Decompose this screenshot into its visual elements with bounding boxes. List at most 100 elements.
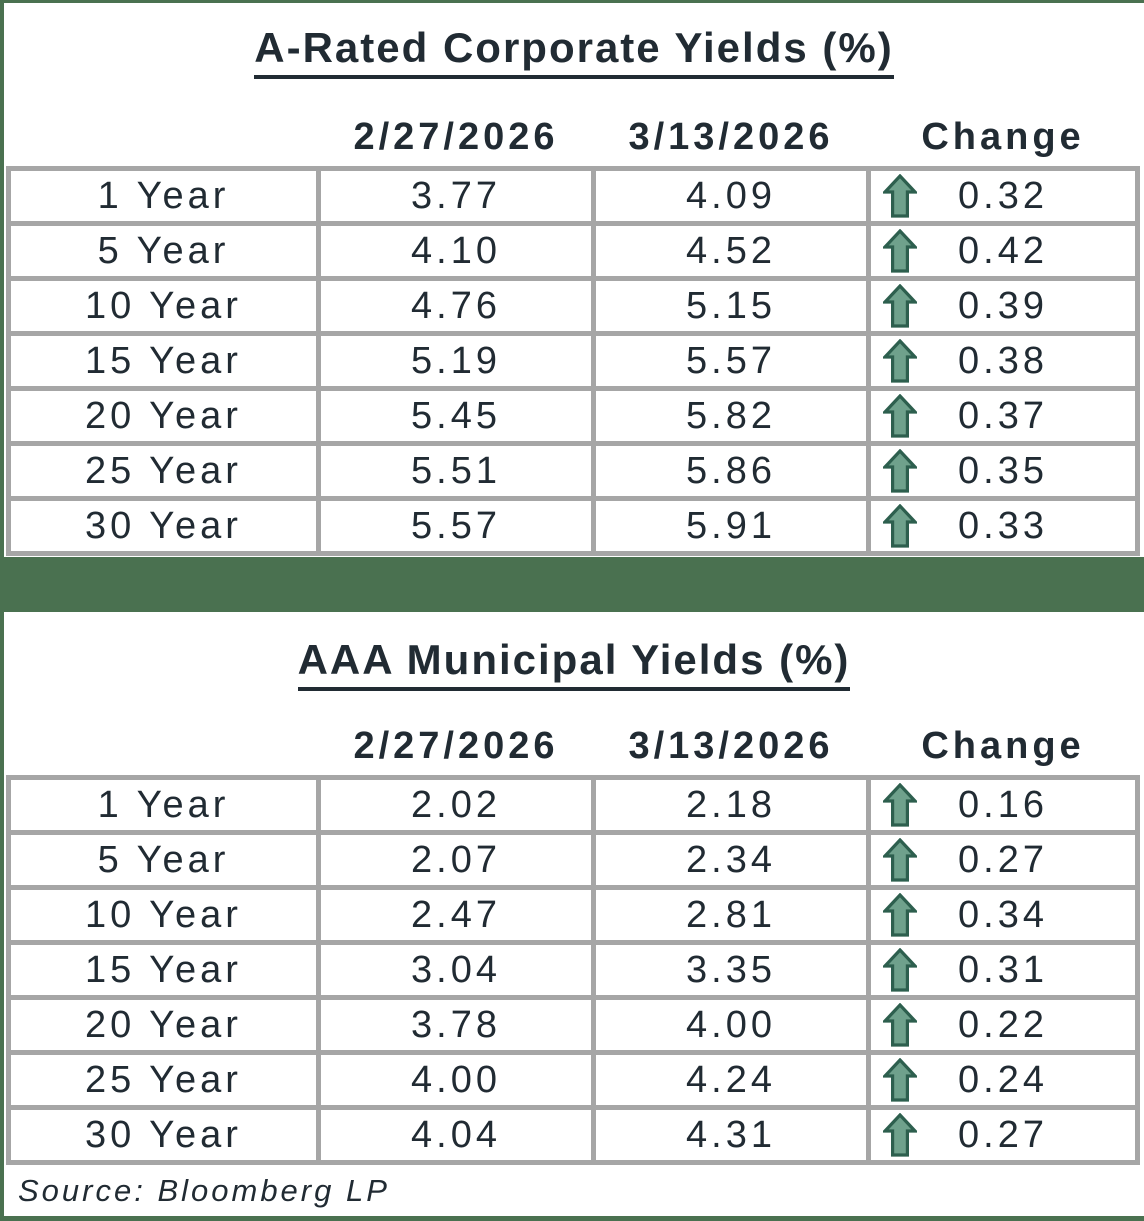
change-value: 0.33 xyxy=(958,504,1048,547)
municipal-yields-table: 1 Year 2.02 2.18 0.16 5 Year 2.07 2.34 0… xyxy=(6,775,1140,1165)
column-header-prev-date: 2/27/2026 xyxy=(353,724,559,767)
corporate-yields-title-text: A-Rated Corporate Yields (%) xyxy=(254,24,894,79)
change-value: 0.42 xyxy=(958,229,1048,272)
prev-yield-cell: 2.07 xyxy=(321,835,591,885)
column-header-change: Change xyxy=(921,115,1085,158)
up-arrow-icon xyxy=(883,284,917,328)
curr-yield-cell: 4.31 xyxy=(596,1110,866,1160)
prev-yield-cell: 2.02 xyxy=(321,780,591,830)
up-arrow-icon xyxy=(883,893,917,937)
prev-yield-cell: 3.78 xyxy=(321,1000,591,1050)
prev-yield-cell: 3.77 xyxy=(321,171,591,221)
up-arrow-icon xyxy=(883,1058,917,1102)
prev-yield-cell: 3.04 xyxy=(321,945,591,995)
curr-yield-cell: 5.15 xyxy=(596,281,866,331)
source-attribution: Source: Bloomberg LP xyxy=(4,1165,1144,1216)
curr-yield-cell: 2.18 xyxy=(596,780,866,830)
curr-yield-cell: 4.00 xyxy=(596,1000,866,1050)
prev-yield-cell: 5.19 xyxy=(321,336,591,386)
curr-yield-cell: 4.09 xyxy=(596,171,866,221)
term-cell: 10 Year xyxy=(11,890,316,940)
curr-yield-cell: 4.52 xyxy=(596,226,866,276)
prev-yield-cell: 4.10 xyxy=(321,226,591,276)
up-arrow-icon xyxy=(883,838,917,882)
term-cell: 10 Year xyxy=(11,281,316,331)
up-arrow-icon xyxy=(883,504,917,548)
term-cell: 15 Year xyxy=(11,945,316,995)
term-cell: 25 Year xyxy=(11,1055,316,1105)
change-value: 0.31 xyxy=(958,948,1048,991)
up-arrow-icon xyxy=(883,394,917,438)
source-text: Source: Bloomberg LP xyxy=(18,1172,390,1208)
up-arrow-icon xyxy=(883,339,917,383)
column-header-prev-date: 2/27/2026 xyxy=(353,115,559,158)
change-value: 0.37 xyxy=(958,394,1048,437)
change-value: 0.32 xyxy=(958,174,1048,217)
change-cell: 0.27 xyxy=(871,1110,1135,1160)
change-value: 0.27 xyxy=(958,1113,1048,1156)
change-cell: 0.31 xyxy=(871,945,1135,995)
change-cell: 0.39 xyxy=(871,281,1135,331)
column-header-curr-date: 3/13/2026 xyxy=(628,724,834,767)
up-arrow-icon xyxy=(883,229,917,273)
change-value: 0.35 xyxy=(958,449,1048,492)
change-cell: 0.42 xyxy=(871,226,1135,276)
up-arrow-icon xyxy=(883,174,917,218)
change-value: 0.34 xyxy=(958,893,1048,936)
change-value: 0.39 xyxy=(958,284,1048,327)
prev-yield-cell: 5.45 xyxy=(321,391,591,441)
municipal-yields-title: AAA Municipal Yields (%) xyxy=(4,636,1144,691)
change-cell: 0.33 xyxy=(871,501,1135,551)
corporate-yields-table: 1 Year 3.77 4.09 0.32 5 Year 4.10 4.52 0… xyxy=(6,166,1140,556)
corporate-column-headers: 2/27/2026 3/13/2026 Change xyxy=(6,110,1140,164)
term-cell: 5 Year xyxy=(11,835,316,885)
up-arrow-icon xyxy=(883,948,917,992)
term-cell: 30 Year xyxy=(11,1110,316,1160)
term-cell: 15 Year xyxy=(11,336,316,386)
up-arrow-icon xyxy=(883,1113,917,1157)
change-cell: 0.22 xyxy=(871,1000,1135,1050)
curr-yield-cell: 3.35 xyxy=(596,945,866,995)
column-header-curr-date: 3/13/2026 xyxy=(628,115,834,158)
curr-yield-cell: 2.34 xyxy=(596,835,866,885)
change-cell: 0.32 xyxy=(871,171,1135,221)
curr-yield-cell: 5.91 xyxy=(596,501,866,551)
change-cell: 0.34 xyxy=(871,890,1135,940)
term-cell: 5 Year xyxy=(11,226,316,276)
term-cell: 1 Year xyxy=(11,780,316,830)
top-green-border xyxy=(0,0,1144,3)
change-cell: 0.16 xyxy=(871,780,1135,830)
prev-yield-cell: 4.76 xyxy=(321,281,591,331)
term-cell: 30 Year xyxy=(11,501,316,551)
prev-yield-cell: 4.04 xyxy=(321,1110,591,1160)
term-cell: 20 Year xyxy=(11,391,316,441)
change-value: 0.24 xyxy=(958,1058,1048,1101)
municipal-column-headers: 2/27/2026 3/13/2026 Change xyxy=(6,719,1140,773)
section-divider-band xyxy=(0,557,1144,612)
bottom-green-border xyxy=(0,1216,1144,1221)
column-header-change: Change xyxy=(921,724,1085,767)
change-cell: 0.37 xyxy=(871,391,1135,441)
prev-yield-cell: 5.57 xyxy=(321,501,591,551)
change-value: 0.16 xyxy=(958,783,1048,826)
curr-yield-cell: 2.81 xyxy=(596,890,866,940)
up-arrow-icon xyxy=(883,783,917,827)
up-arrow-icon xyxy=(883,1003,917,1047)
change-value: 0.38 xyxy=(958,339,1048,382)
change-cell: 0.27 xyxy=(871,835,1135,885)
curr-yield-cell: 5.86 xyxy=(596,446,866,496)
change-cell: 0.24 xyxy=(871,1055,1135,1105)
prev-yield-cell: 4.00 xyxy=(321,1055,591,1105)
municipal-yields-title-text: AAA Municipal Yields (%) xyxy=(297,636,851,691)
curr-yield-cell: 4.24 xyxy=(596,1055,866,1105)
change-cell: 0.38 xyxy=(871,336,1135,386)
term-cell: 25 Year xyxy=(11,446,316,496)
curr-yield-cell: 5.82 xyxy=(596,391,866,441)
prev-yield-cell: 2.47 xyxy=(321,890,591,940)
change-value: 0.27 xyxy=(958,838,1048,881)
prev-yield-cell: 5.51 xyxy=(321,446,591,496)
term-cell: 1 Year xyxy=(11,171,316,221)
corporate-yields-title: A-Rated Corporate Yields (%) xyxy=(4,24,1144,79)
change-cell: 0.35 xyxy=(871,446,1135,496)
